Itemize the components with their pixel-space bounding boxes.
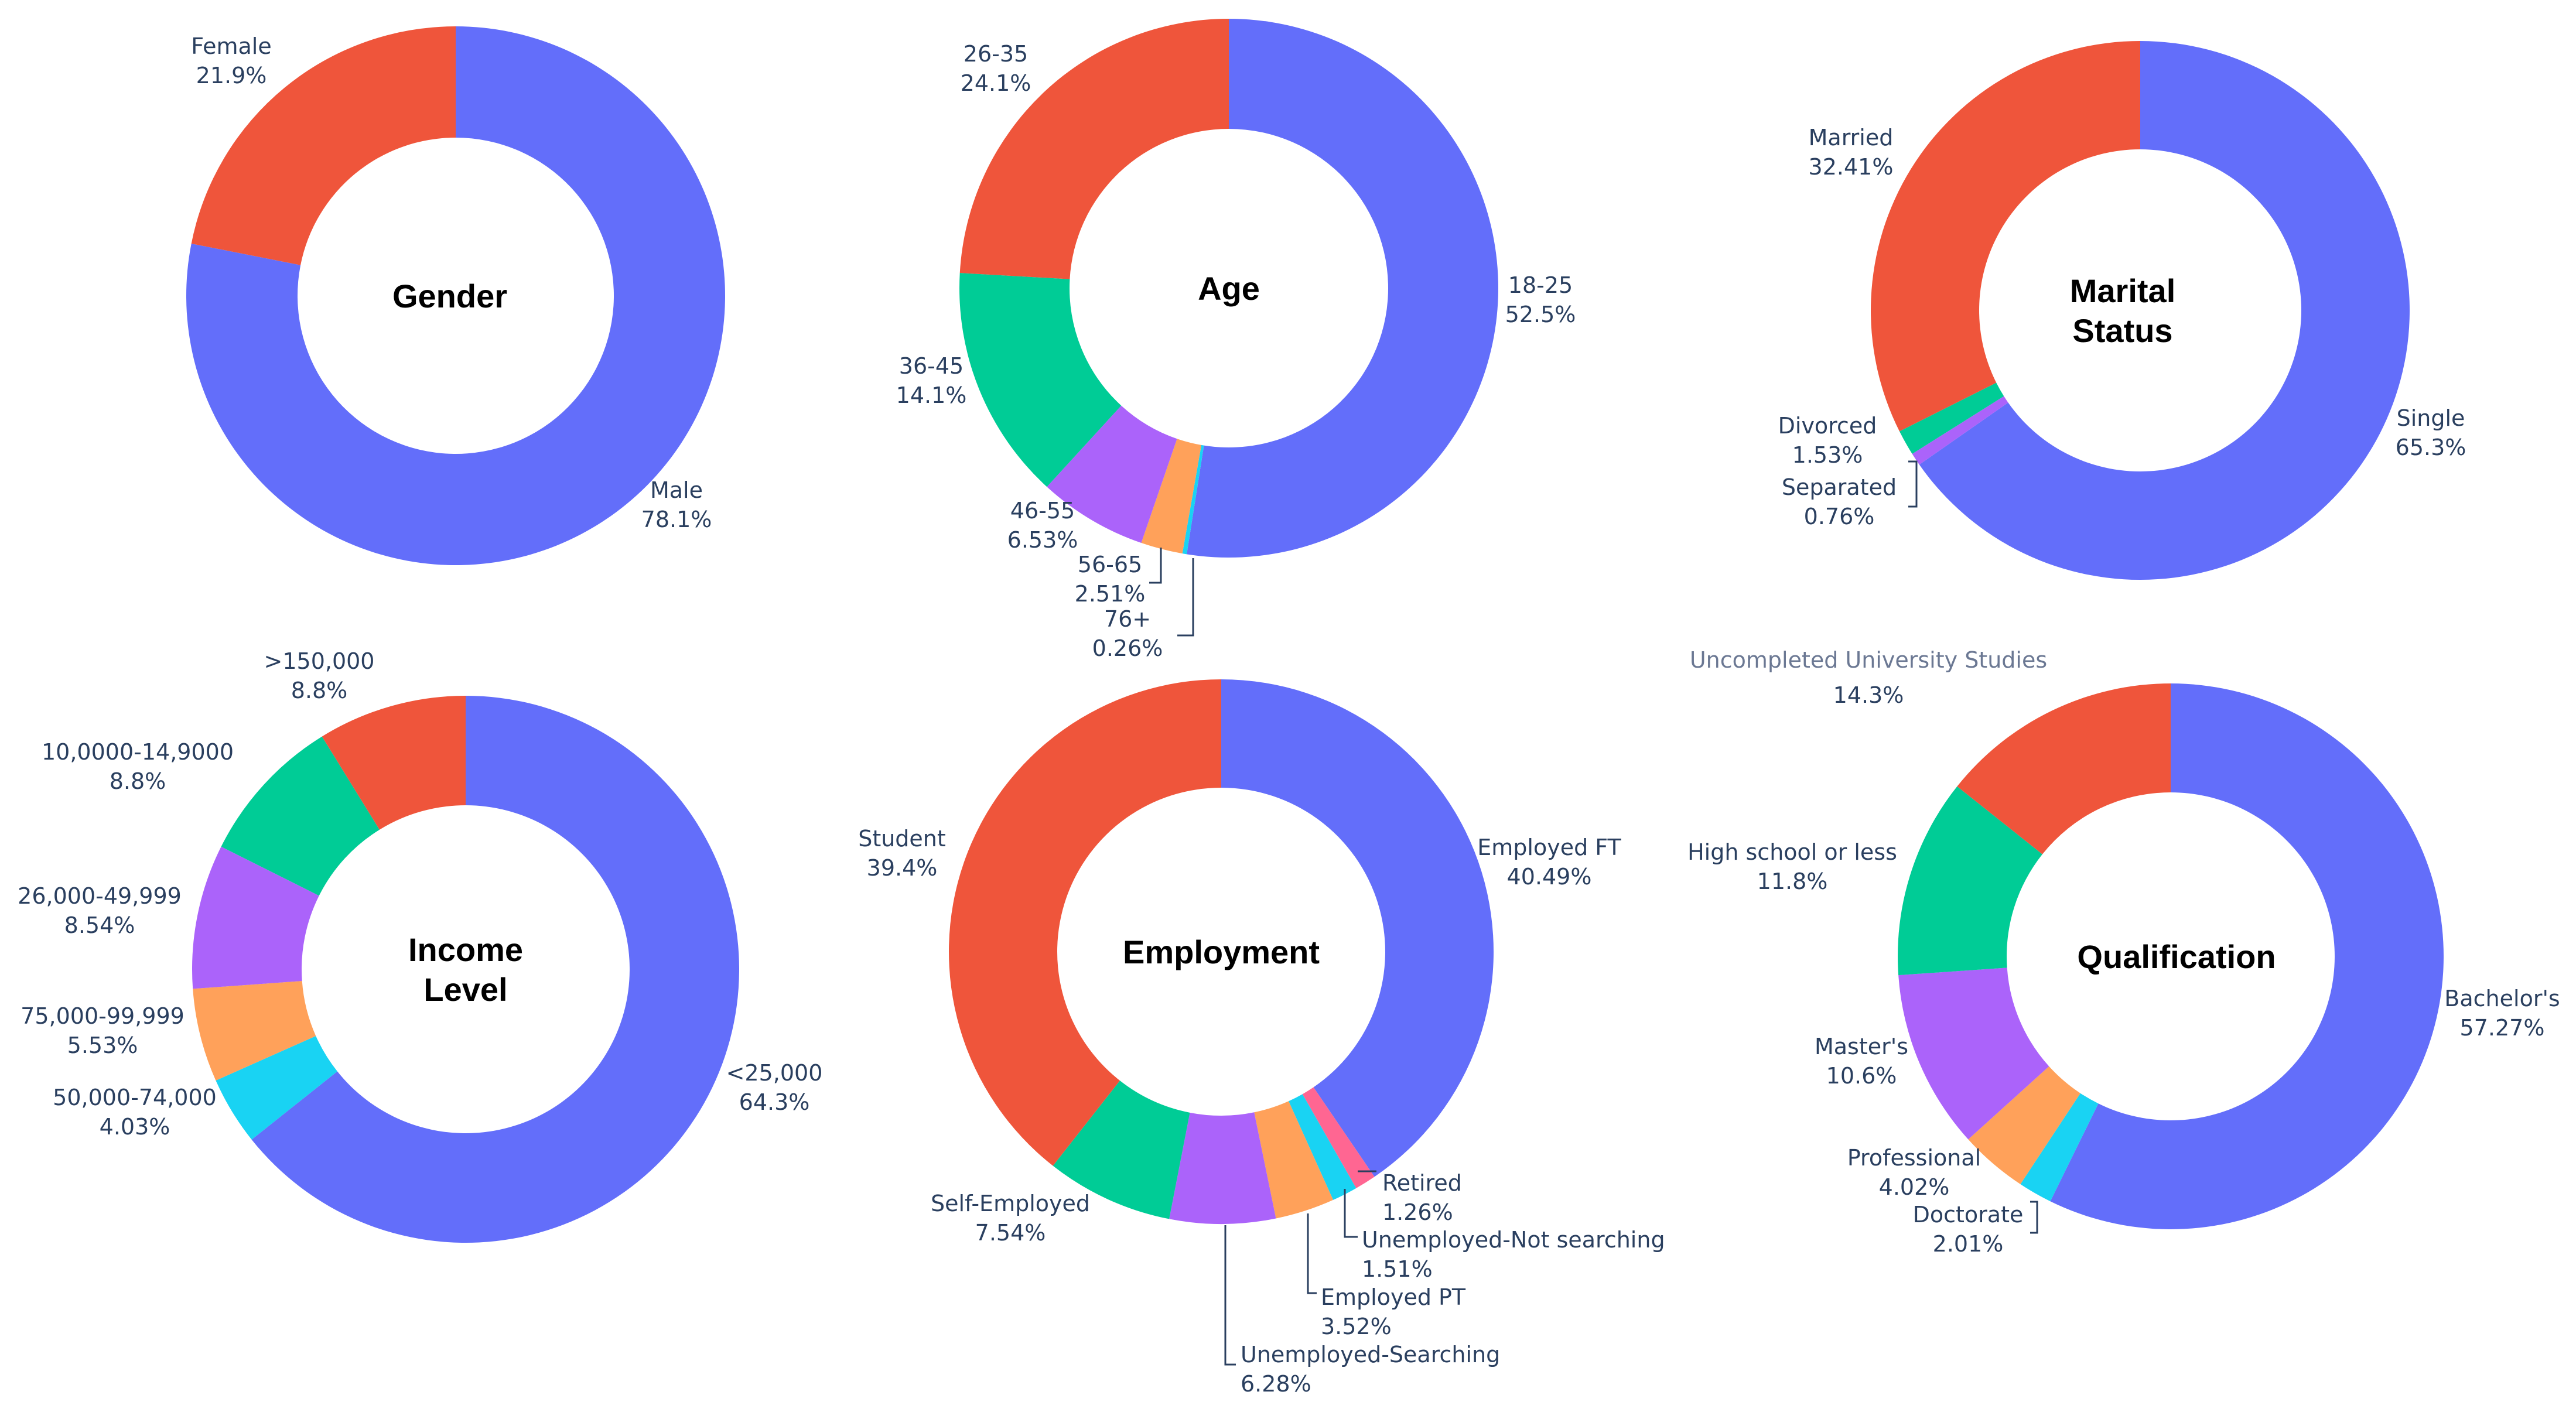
employment-label-unemployed-not-searching: Unemployed-Not searching 1.51% (1362, 1227, 1665, 1282)
marital-status-donut-chart: Single 65.3% Separated 0.76% Divorced 1.53% Ma… (1778, 41, 2466, 580)
employment-leader-employed-pt (1307, 1213, 1317, 1294)
qualification-center-title: Qualification (2077, 938, 2276, 975)
qualification-slice-doctorate[interactable] (2020, 1093, 2099, 1202)
gender-donut-chart: Male 78.1% Female 21.9% Gender (186, 26, 725, 565)
age-center-title: Age (1198, 270, 1260, 307)
qualification-label-master-s: Master's 10.6% (1815, 1034, 1908, 1089)
qualification-slice-high-school-or-less[interactable] (1898, 786, 2042, 976)
employment-label-employed-pt: Employed PT 3.52% (1321, 1284, 1466, 1339)
gender-slice-male[interactable] (186, 26, 725, 565)
employment-label-retired: Retired 1.26% (1382, 1170, 1462, 1225)
income-level-label-150-000: >150,000 8.8% (264, 648, 375, 703)
qualification-leader-doctorate (2030, 1201, 2038, 1234)
age-slice-56-65[interactable] (1141, 439, 1202, 554)
age-label-36-45: 36-45 14.1% (896, 353, 967, 408)
employment-label-self-employed: Self-Employed 7.54% (931, 1191, 1090, 1246)
income-level-center-title: Income Level (408, 931, 523, 1008)
age-slice-46-55[interactable] (1047, 405, 1177, 543)
employment-slice-unemployed-not-searching[interactable] (1289, 1094, 1357, 1200)
age-label-56-65: 56-65 2.51% (1075, 552, 1146, 607)
employment-slice-self-employed[interactable] (1053, 1081, 1190, 1219)
marital-status-slice-married[interactable] (1871, 41, 2140, 432)
age-slice-76[interactable] (1182, 445, 1204, 555)
employment-center-title: Employment (1123, 934, 1320, 970)
age-label-46-55: 46-55 6.53% (1007, 498, 1078, 553)
employment-label-unemployed-searching: Unemployed-Searching 6.28% (1241, 1342, 1500, 1397)
qualification-label-high-school-or-less: High school or less 11.8% (1687, 839, 1897, 894)
employment-slice-employed-pt[interactable] (1254, 1101, 1334, 1219)
marital-status-leader-separated (1908, 460, 1918, 508)
age-slice-26-35[interactable] (959, 19, 1229, 279)
income-level-label-25-000: <25,000 64.3% (726, 1060, 823, 1115)
qualification-label-uncompleted-university-studies: Uncompleted University Studies 14.3% (1690, 647, 2047, 708)
gender-slice-female[interactable] (191, 26, 456, 265)
age-donut-chart: 18-25 52.5% 76+ 0.26%56-65 2.51%46-55 6.53% 36… (896, 19, 1576, 661)
employment-slice-retired[interactable] (1302, 1087, 1375, 1188)
age-leader-56-65 (1149, 548, 1162, 584)
qualification-donut-chart: Bachelor's 57.27% Doctorate 2.01%Profession… (1687, 647, 2560, 1257)
income-level-slice-10-0000-14-9000[interactable] (221, 736, 380, 896)
age-slice-18-25[interactable] (1187, 19, 1499, 558)
marital-status-slice-single[interactable] (1919, 41, 2410, 580)
qualification-slice-bachelor-s[interactable] (2050, 683, 2444, 1229)
income-level-label-50-000-74-000: 50,000-74,000 4.03% (53, 1085, 217, 1140)
income-level-slice-26-000-49-999[interactable] (192, 846, 319, 989)
marital-status-label-single: Single 65.3% (2396, 405, 2466, 460)
employment-leader-unemployed-searching (1224, 1225, 1236, 1366)
gender-label-female: Female 21.9% (191, 33, 271, 88)
marital-status-slice-separated[interactable] (1912, 396, 2008, 465)
qualification-slice-uncompleted-university-studies[interactable] (1957, 683, 2171, 854)
age-label-76: 76+ 0.26% (1092, 606, 1163, 661)
employment-slice-student[interactable] (948, 679, 1221, 1166)
marital-status-slice-divorced[interactable] (1899, 382, 2004, 454)
income-level-slice-75-000-99-999[interactable] (193, 981, 316, 1081)
marital-status-label-separated: Separated 0.76% (1782, 474, 1897, 529)
employment-label-employed-ft: Employed FT 40.49% (1477, 835, 1621, 890)
age-slice-36-45[interactable] (959, 273, 1122, 487)
marital-status-label-married: Married 32.41% (1809, 125, 1894, 180)
income-level-slice-50-000-74-000[interactable] (216, 1035, 337, 1140)
employment-donut-chart: Employed FT 40.49%Retired 1.26%Unemployed-… (858, 679, 1665, 1397)
marital-status-label-divorced: Divorced 1.53% (1778, 413, 1877, 468)
income-level-label-26-000-49-999: 26,000-49,999 8.54% (18, 883, 182, 938)
qualification-label-professional: Professional 4.02% (1847, 1145, 1981, 1200)
gender-center-title: Gender (392, 278, 507, 314)
employment-leader-unemployed-not-searching (1344, 1189, 1358, 1238)
qualification-label-doctorate: Doctorate 2.01% (1913, 1202, 2024, 1257)
qualification-slice-professional[interactable] (1968, 1066, 2080, 1185)
employment-label-student: Student 39.4% (858, 826, 946, 881)
income-level-slice-150-000[interactable] (322, 696, 466, 830)
income-level-slice-25-000[interactable] (251, 696, 739, 1243)
income-level-donut-chart: <25,000 64.3% 50,000-74,000 4.03% 75,000-99,… (18, 648, 822, 1243)
age-leader-76 (1177, 558, 1194, 637)
gender-label-male: Male 78.1% (641, 477, 712, 532)
income-level-label-10-0000-14-9000: 10,0000-14,9000 8.8% (42, 739, 234, 794)
employment-slice-employed-ft[interactable] (1221, 679, 1494, 1177)
age-label-26-35: 26-35 24.1% (961, 41, 1031, 96)
employment-slice-unemployed-searching[interactable] (1169, 1112, 1276, 1225)
qualification-label-bachelor-s: Bachelor's 57.27% (2444, 986, 2560, 1041)
income-level-label-75-000-99-999: 75,000-99,999 5.53% (21, 1003, 185, 1058)
age-label-18-25: 18-25 52.5% (1505, 272, 1576, 327)
qualification-slice-master-s[interactable] (1898, 967, 2049, 1140)
marital-status-center-title: Marital Status (2070, 272, 2176, 349)
